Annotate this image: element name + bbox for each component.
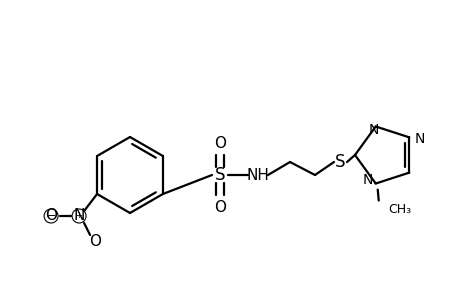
Text: N: N (368, 124, 378, 137)
Text: N: N (362, 172, 372, 187)
Text: S: S (334, 153, 345, 171)
Text: O: O (45, 208, 57, 224)
Text: +: + (75, 212, 82, 220)
Text: CH₃: CH₃ (388, 203, 411, 216)
Text: N: N (414, 132, 424, 146)
Text: O: O (213, 200, 225, 214)
Text: S: S (214, 166, 225, 184)
Text: O: O (89, 235, 101, 250)
Text: NH: NH (246, 167, 269, 182)
Text: O: O (213, 136, 225, 151)
Text: −: − (46, 211, 56, 221)
Text: N: N (73, 208, 84, 224)
